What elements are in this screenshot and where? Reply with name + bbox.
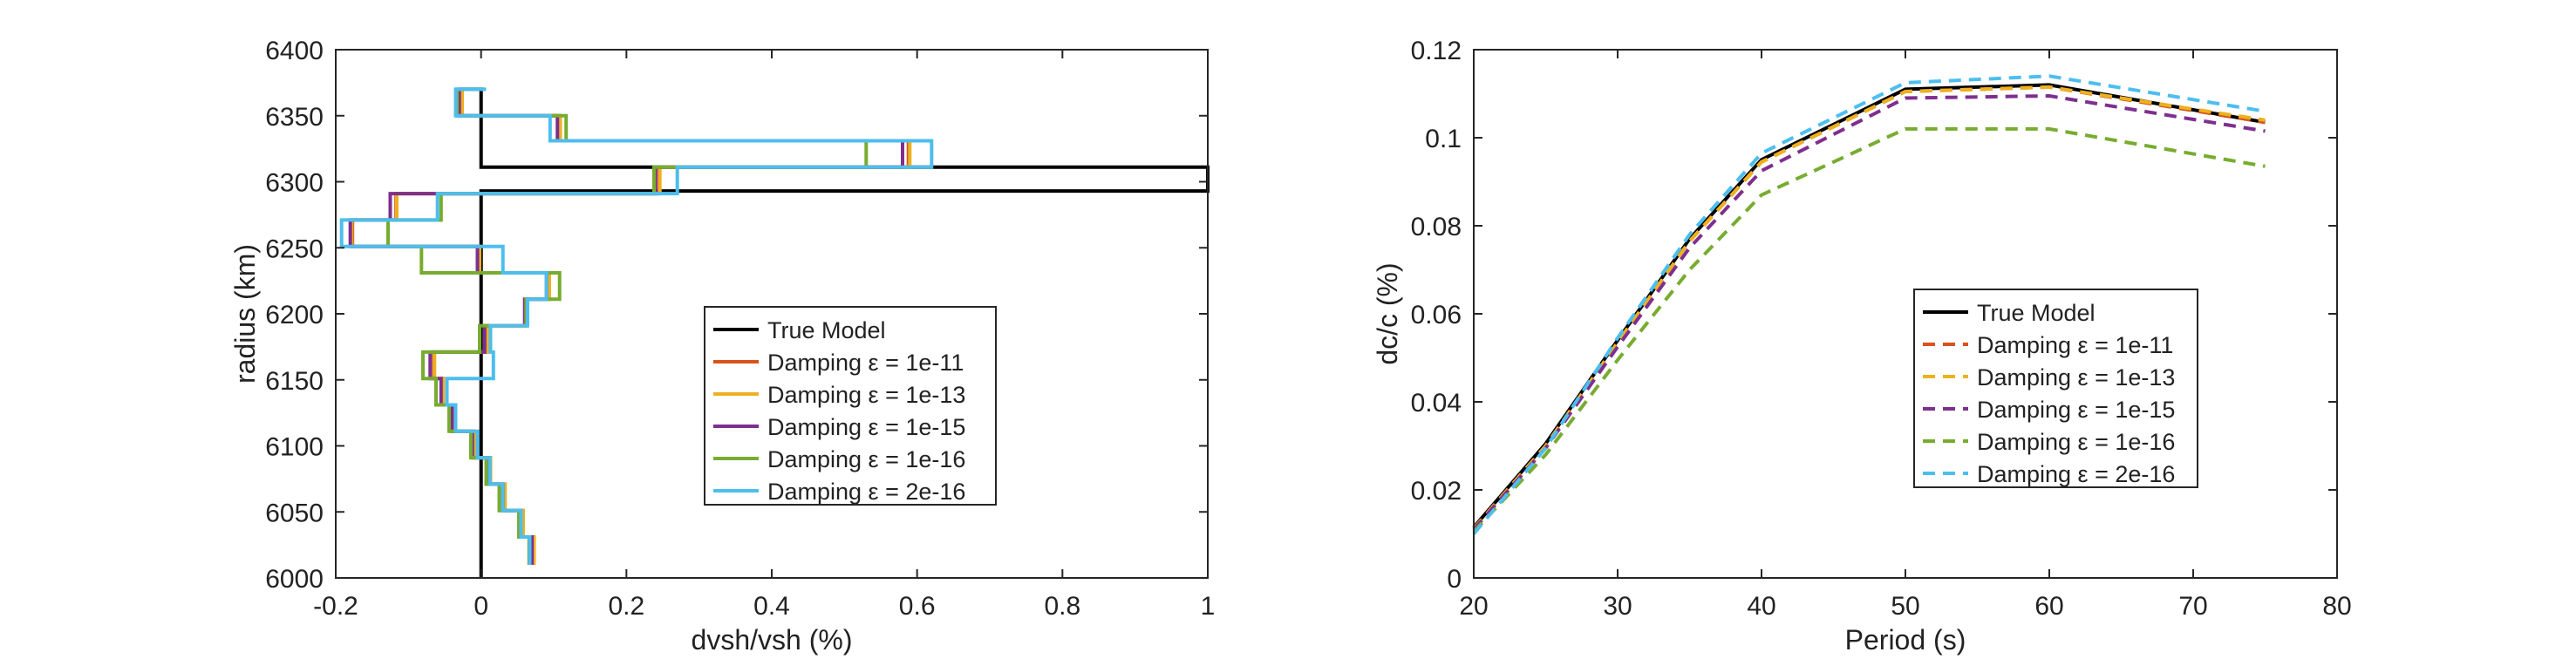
- ylabel-right: dc/c (%): [1372, 262, 1403, 364]
- y-tick-label-right: 0.1: [1425, 125, 1462, 153]
- legend-label-left-5: Damping ε = 2e-16: [767, 479, 965, 505]
- chart-left: -0.2 0 0.2 0.4 0.6 0.8 1 6000 6050 6100 6150 6200 62…: [229, 37, 1215, 656]
- x-tick-label-right: 70: [2178, 592, 2207, 621]
- y-tick-label-right: 0: [1447, 565, 1462, 594]
- y-tick-label-left: 6350: [265, 103, 324, 132]
- y-tick-label-right: 0.04: [1411, 389, 1462, 418]
- legend-label-right-1: Damping ε = 1e-11: [1977, 332, 2173, 358]
- y-tick-label-left: 6000: [265, 565, 324, 594]
- y-tick-label-left: 6100: [265, 433, 324, 462]
- y-tick-label-left: 6300: [265, 169, 324, 198]
- x-tick-label-left: -0.2: [313, 592, 358, 621]
- y-tick-label-right: 0.12: [1411, 37, 1462, 65]
- x-tick-label-right: 20: [1459, 592, 1488, 621]
- xlabel-left: dvsh/vsh (%): [692, 624, 853, 656]
- series-line-left-5: [339, 87, 934, 565]
- x-tick-label-right: 30: [1603, 592, 1632, 621]
- legend-right: True Model Damping ε = 1e-11 Damping ε = 1…: [1913, 289, 2198, 488]
- legend-label-right-0: True Model: [1977, 300, 2096, 326]
- series-line-right-4: [1472, 126, 2266, 533]
- legend-label-left-3: Damping ε = 1e-15: [767, 414, 965, 440]
- y-tick-label-right: 0.08: [1411, 213, 1462, 241]
- y-tick-label-right: 0.02: [1411, 477, 1462, 506]
- y-tick-label-right: 0.06: [1411, 301, 1462, 330]
- legend-label-right-5: Damping ε = 2e-16: [1977, 461, 2175, 487]
- legend-label-left-2: Damping ε = 1e-13: [767, 382, 965, 408]
- legend-label-right-2: Damping ε = 1e-13: [1977, 364, 2175, 391]
- legend-left: True Model Damping ε = 1e-11 Damping ε = 1…: [704, 306, 997, 506]
- legend-label-right-3: Damping ε = 1e-15: [1977, 397, 2175, 423]
- x-tick-label-left: 1: [1201, 592, 1216, 621]
- x-tick-label-right: 40: [1747, 592, 1775, 621]
- y-tick-label-left: 6150: [265, 367, 324, 396]
- legend-label-right-4: Damping ε = 1e-16: [1977, 429, 2175, 455]
- x-tick-label-left: 0.8: [1044, 592, 1080, 621]
- series-line-right-5: [1472, 74, 2266, 535]
- y-tick-label-left: 6400: [265, 37, 324, 65]
- ylabel-left: radius (km): [229, 244, 261, 384]
- x-tick-label-left: 0.2: [608, 592, 644, 621]
- xlabel-right: Period (s): [1845, 624, 1966, 656]
- y-tick-label-left: 6200: [265, 301, 324, 330]
- legend-label-left-0: True Model: [767, 317, 886, 343]
- x-tick-label-left: 0.4: [753, 592, 790, 621]
- chart-right: 20 30 40 50 60 70 80 0 0.02 0.04 0.06 0.08 0.1 0.12 P…: [1372, 37, 2352, 656]
- x-tick-label-right: 50: [1891, 592, 1919, 621]
- x-tick-label-right: 60: [2034, 592, 2063, 621]
- x-tick-label-right: 80: [2322, 592, 2351, 621]
- x-tick-label-left: 0.6: [899, 592, 936, 621]
- legend-box-left: [704, 306, 997, 506]
- x-tick-label-left: 0: [474, 592, 488, 621]
- series-line-right-3: [1472, 93, 2266, 531]
- legend-label-left-4: Damping ε = 1e-16: [767, 446, 965, 472]
- legend-box-right: [1913, 289, 2198, 488]
- y-tick-label-left: 6250: [265, 234, 324, 263]
- legend-label-left-1: Damping ε = 1e-11: [767, 350, 964, 376]
- y-tick-label-left: 6050: [265, 499, 324, 527]
